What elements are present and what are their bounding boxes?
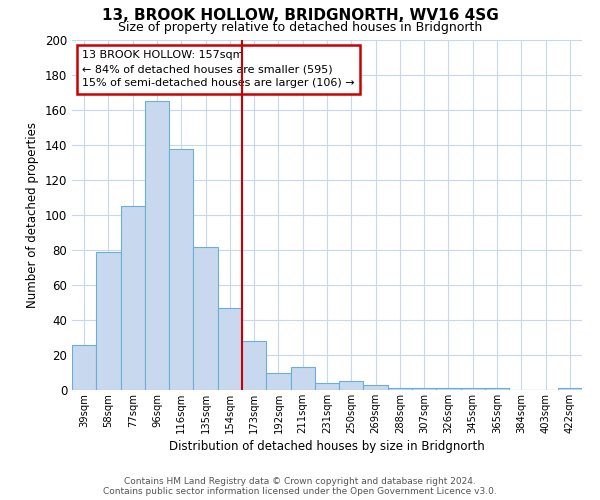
Bar [169, 148, 193, 390]
Bar [72, 344, 96, 390]
Bar [461, 388, 485, 390]
X-axis label: Distribution of detached houses by size in Bridgnorth: Distribution of detached houses by size … [169, 440, 485, 453]
Bar [121, 206, 145, 390]
Bar [412, 388, 436, 390]
Text: 13 BROOK HOLLOW: 157sqm
← 84% of detached houses are smaller (595)
15% of semi-d: 13 BROOK HOLLOW: 157sqm ← 84% of detache… [82, 50, 355, 88]
Bar [290, 367, 315, 390]
Bar [145, 101, 169, 390]
Bar [485, 388, 509, 390]
Bar [266, 372, 290, 390]
Bar [436, 388, 461, 390]
Text: Size of property relative to detached houses in Bridgnorth: Size of property relative to detached ho… [118, 21, 482, 34]
Bar [193, 246, 218, 390]
Bar [558, 388, 582, 390]
Bar [242, 341, 266, 390]
Bar [339, 381, 364, 390]
Bar [96, 252, 121, 390]
Text: 13, BROOK HOLLOW, BRIDGNORTH, WV16 4SG: 13, BROOK HOLLOW, BRIDGNORTH, WV16 4SG [101, 8, 499, 22]
Bar [364, 385, 388, 390]
Text: Contains HM Land Registry data © Crown copyright and database right 2024.
Contai: Contains HM Land Registry data © Crown c… [103, 476, 497, 496]
Bar [315, 383, 339, 390]
Y-axis label: Number of detached properties: Number of detached properties [26, 122, 39, 308]
Bar [388, 388, 412, 390]
Bar [218, 308, 242, 390]
